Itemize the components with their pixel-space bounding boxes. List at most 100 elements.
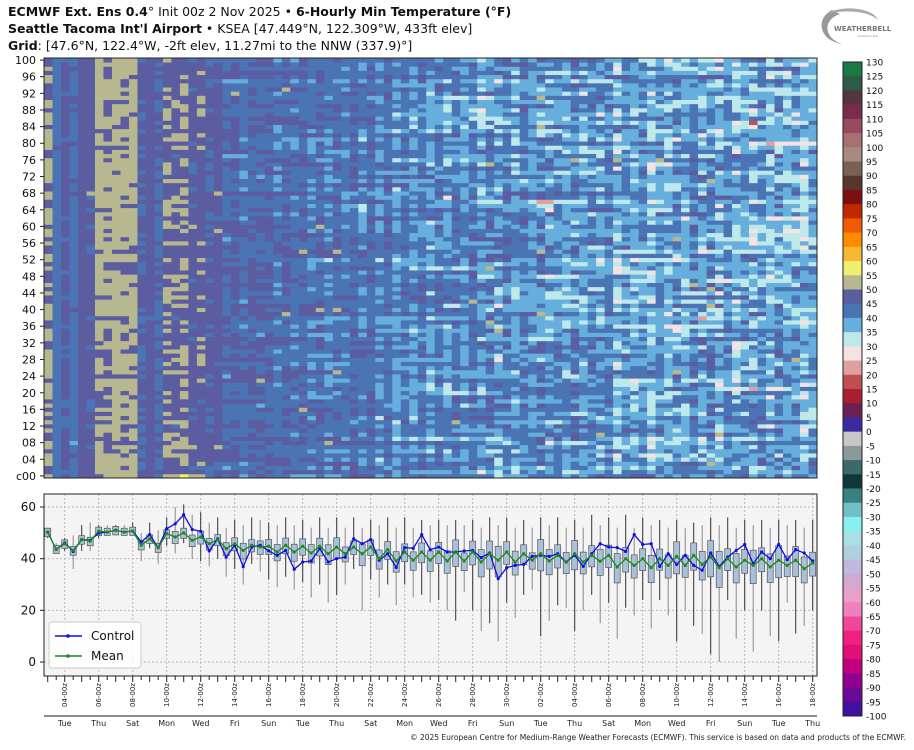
heatmap-cell — [511, 353, 521, 358]
heatmap-cell — [222, 344, 232, 350]
heatmap-cell — [528, 378, 538, 383]
heatmap-cell — [137, 440, 147, 446]
heatmap-cell — [749, 324, 758, 329]
heatmap-cell — [460, 453, 470, 458]
heatmap-cell — [358, 249, 368, 254]
heatmap-cell — [757, 369, 767, 375]
heatmap-cell — [179, 440, 189, 446]
heatmap-cell — [298, 411, 308, 417]
heatmap-cell — [749, 278, 758, 283]
heatmap-cell — [698, 386, 707, 392]
heatmap-cell — [205, 324, 215, 329]
heatmap-cell — [69, 328, 79, 333]
heatmap-cell — [621, 432, 631, 437]
heatmap-cell — [451, 353, 461, 358]
heatmap-cell — [562, 378, 572, 383]
heatmap-cell — [128, 319, 138, 325]
heatmap-cell — [553, 261, 563, 267]
heatmap-cell — [154, 253, 164, 259]
heatmap-cell — [723, 278, 733, 283]
heatmap-cell — [706, 274, 716, 279]
heatmap-cell — [604, 440, 614, 446]
heatmap-cell — [77, 311, 87, 317]
heatmap-cell — [256, 311, 266, 317]
heatmap-cell — [638, 378, 648, 383]
heatmap-cell — [60, 440, 70, 446]
heatmap-cell — [519, 332, 529, 338]
heatmap-cell — [553, 336, 563, 342]
heatmap-cell — [86, 448, 96, 454]
heatmap-cell — [103, 419, 113, 425]
heatmap-cell — [774, 278, 784, 283]
heatmap-cell — [171, 469, 181, 475]
heatmap-cell — [69, 419, 79, 425]
heatmap-cell — [324, 319, 334, 325]
heatmap-cell — [298, 319, 308, 325]
heatmap-cell — [723, 286, 733, 292]
heatmap-cell — [774, 444, 784, 450]
heatmap-cell — [570, 340, 580, 346]
heatmap-cell — [162, 378, 172, 383]
heatmap-cell — [111, 419, 121, 425]
heatmap-cell — [205, 261, 215, 267]
heatmap-cell — [604, 469, 614, 475]
heatmap-cell — [502, 299, 512, 304]
heatmap-cell — [655, 365, 665, 371]
heatmap-cell — [672, 299, 682, 304]
heatmap-cell — [774, 319, 784, 325]
heatmap-cell — [553, 394, 563, 400]
heatmap-cell — [766, 319, 775, 325]
heatmap-cell — [485, 261, 495, 267]
heatmap-cell — [239, 286, 249, 292]
heatmap-cell — [562, 465, 572, 471]
heatmap-cell — [528, 448, 538, 454]
heatmap-cell — [349, 386, 359, 392]
heatmap-cell — [502, 374, 512, 379]
heatmap-cell — [77, 398, 87, 404]
heatmap-cell — [443, 319, 453, 325]
heatmap-cell — [256, 270, 266, 275]
heatmap-cell — [400, 369, 410, 375]
heatmap-cell — [621, 265, 631, 271]
heatmap-cell — [426, 286, 436, 292]
heatmap-cell — [281, 428, 291, 433]
heatmap-cell — [545, 311, 555, 317]
heatmap-cell — [655, 403, 665, 408]
heatmap-cell — [60, 353, 70, 358]
heatmap-cell — [366, 440, 376, 446]
heatmap-cell — [111, 353, 121, 358]
heatmap-cell — [307, 336, 317, 342]
heatmap-cell — [434, 361, 444, 367]
heatmap-cell — [621, 428, 631, 433]
heatmap-cell — [298, 378, 308, 383]
heatmap-cell — [613, 378, 623, 383]
heatmap-cell — [434, 411, 444, 417]
heatmap-cell — [613, 328, 623, 333]
heatmap-cell — [128, 357, 138, 362]
heatmap-cell — [681, 382, 690, 387]
heatmap-cell — [179, 448, 189, 454]
heatmap-cell — [494, 278, 504, 283]
heatmap-cell — [689, 299, 699, 304]
heatmap-cell — [800, 332, 809, 338]
heatmap-cell — [664, 398, 673, 404]
heatmap-cell — [179, 253, 189, 259]
heatmap-cell — [732, 453, 741, 458]
heatmap-cell — [383, 299, 393, 304]
heatmap-cell — [570, 249, 580, 254]
heatmap-cell — [341, 432, 351, 437]
heatmap-cell — [613, 457, 623, 462]
heatmap-cell — [791, 282, 801, 288]
heatmap-cell — [213, 469, 223, 475]
heatmap-cell — [647, 390, 656, 396]
heatmap-cell — [145, 286, 155, 292]
heatmap-cell — [647, 303, 656, 308]
heatmap-cell — [103, 349, 113, 354]
heatmap-cell — [264, 257, 274, 263]
heatmap-cell — [273, 465, 283, 471]
heatmap-cell — [791, 307, 801, 313]
heatmap-cell — [536, 319, 546, 325]
heatmap-cell — [604, 265, 614, 271]
heatmap-cell — [256, 423, 266, 429]
